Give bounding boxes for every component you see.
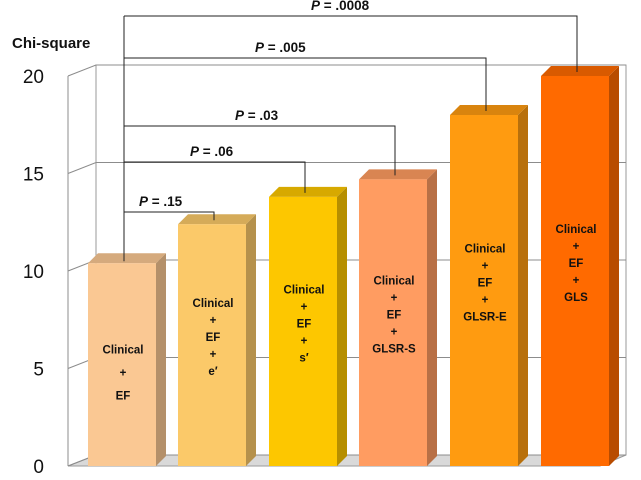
gridline-3: [67, 162, 626, 174]
bar-6-front: [541, 76, 609, 466]
bar-1-label-line-3: EF: [116, 391, 131, 403]
bar-6-top: [541, 66, 619, 76]
comparison-3-p-symbol: P: [235, 108, 245, 123]
comparison-2-p-value: P = .06: [190, 144, 234, 159]
bar-3-front: [269, 196, 337, 466]
comparison-1-p-symbol: P: [139, 194, 149, 209]
bar-6-label-line-1: Clinical: [556, 224, 597, 236]
y-tick-label-4: 20: [23, 67, 44, 88]
y-tick-label-2: 10: [23, 262, 44, 283]
bar-1-label: Clinical + EF: [103, 345, 144, 403]
comparison-3-p-value: P = .03: [235, 108, 279, 123]
bar-4-front: [359, 179, 427, 466]
y-axis: 0 5 10 15 20: [23, 67, 69, 478]
bar-6-label-line-5: GLS: [564, 292, 588, 304]
bar-2: [178, 214, 256, 466]
bar-2-label-line-5: e′: [208, 366, 217, 378]
bar-4-label-line-5: GLSR-S: [372, 344, 416, 356]
bar-4-label: Clinical + EF + GLSR-S: [372, 276, 416, 356]
bar-3-label-line-5: s′: [299, 352, 308, 364]
bar-2-side: [246, 214, 256, 466]
bar-5-side: [518, 105, 528, 466]
bar-2-top: [178, 214, 256, 225]
bar-5-label: Clinical + EF + GLSR-E: [463, 244, 507, 324]
comparison-2: P = .06: [124, 144, 306, 193]
bar-6-label-line-4: +: [573, 275, 580, 287]
gridline-4: [67, 64, 626, 77]
bar-3-label-line-2: +: [301, 301, 308, 313]
bar-2-label: Clinical + EF + e′: [193, 298, 234, 378]
bar-2-front: [178, 224, 246, 466]
comparison-5-p-symbol: P: [311, 0, 321, 13]
bar-3-label-line-4: +: [301, 335, 308, 347]
bar-6-label: Clinical + EF + GLS: [556, 224, 597, 304]
y-tick-label-1: 5: [33, 360, 44, 381]
bar-4-label-line-2: +: [391, 293, 398, 305]
comparison-4-p-symbol: P: [255, 40, 265, 55]
bar-5-label-line-4: +: [482, 295, 489, 307]
bar-4-label-line-4: +: [391, 327, 398, 339]
bar-4-top: [359, 169, 437, 180]
comparison-3: P = .03: [124, 108, 396, 176]
bar-5-label-line-5: GLSR-E: [463, 312, 507, 324]
comparison-2-bracket: [124, 161, 306, 193]
bar-3-label: Clinical + EF + s′: [284, 284, 325, 364]
bar-4-label-line-1: Clinical: [374, 276, 415, 288]
bar-1: [88, 253, 166, 466]
bar-5-front: [450, 115, 518, 466]
bar-3-top: [269, 186, 347, 197]
comparison-3-p-number: = .03: [244, 108, 279, 123]
bar-1-label-line-2: +: [120, 368, 127, 380]
bar-5-label-line-3: EF: [478, 278, 493, 290]
comparison-5-bracket: [124, 15, 578, 72]
comparison-5-p-value: P = .0008: [311, 0, 370, 13]
bar-3-label-line-1: Clinical: [284, 284, 325, 296]
comparison-4-p-number: = .005: [264, 40, 306, 55]
bar-6-label-line-3: EF: [569, 258, 584, 270]
comparison-2-p-symbol: P: [190, 144, 200, 159]
comparison-5-p-number: = .0008: [320, 0, 370, 13]
bar-5: [450, 105, 528, 466]
comparison-4-p-value: P = .005: [255, 40, 306, 55]
bar-5-label-line-1: Clinical: [465, 244, 506, 256]
bar-5-label-line-2: +: [482, 261, 489, 273]
bar-2-label-line-2: +: [210, 315, 217, 327]
bar-4: [359, 169, 437, 466]
bar-2-label-line-3: EF: [206, 332, 221, 344]
comparison-4: P = .005: [124, 40, 487, 111]
bar-3-side: [337, 186, 347, 466]
comparison-2-p-number: = .06: [199, 144, 234, 159]
bar-3: [269, 186, 347, 466]
bar-6-label-line-2: +: [573, 241, 580, 253]
bar-6-side: [609, 66, 619, 466]
bar-1-front: [88, 263, 156, 466]
y-tick-label-0: 0: [33, 457, 44, 478]
comparison-1-p-value: P = .15: [139, 194, 183, 209]
comparison-3-bracket: [124, 125, 396, 176]
bar-2-label-line-1: Clinical: [193, 298, 234, 310]
comparison-1-bracket: [124, 211, 215, 221]
bar-1-top: [88, 253, 166, 264]
bar-4-side: [427, 169, 437, 466]
bar-2-label-line-4: +: [210, 349, 217, 361]
comparison-4-bracket: [124, 57, 487, 111]
bar-4-label-line-3: EF: [387, 310, 402, 322]
bar-6: [541, 66, 619, 466]
bar-3-label-line-3: EF: [297, 318, 312, 330]
bar-1-label-line-1: Clinical: [103, 345, 144, 357]
bar-1-side: [156, 253, 166, 466]
bar-5-top: [450, 105, 528, 115]
comparison-1-p-number: = .15: [148, 194, 183, 209]
bars: [88, 66, 619, 466]
y-axis-title: Chi-square: [12, 35, 90, 52]
comparison-1: P = .15: [124, 194, 215, 221]
comparison-5: P = .0008: [124, 0, 578, 72]
y-tick-label-3: 15: [23, 165, 44, 186]
